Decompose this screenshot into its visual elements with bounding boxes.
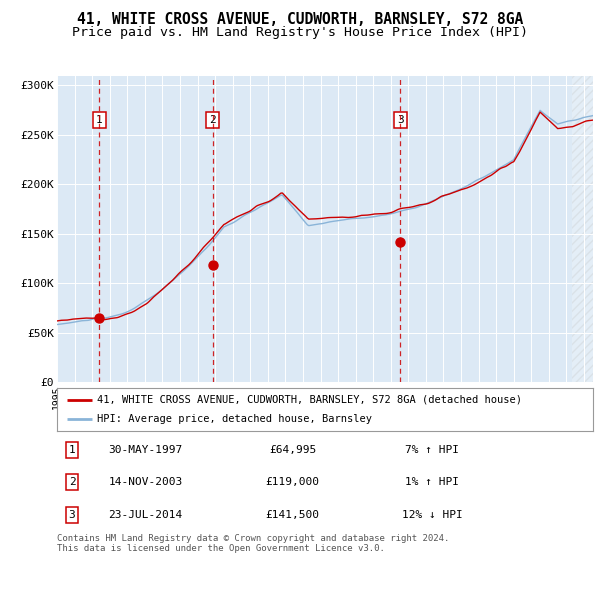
Text: £141,500: £141,500: [266, 510, 320, 520]
Text: 41, WHITE CROSS AVENUE, CUDWORTH, BARNSLEY, S72 8GA: 41, WHITE CROSS AVENUE, CUDWORTH, BARNSL…: [77, 12, 523, 27]
Text: 12% ↓ HPI: 12% ↓ HPI: [401, 510, 463, 520]
Text: 2: 2: [209, 115, 216, 125]
Text: 1: 1: [68, 445, 76, 455]
Text: 3: 3: [68, 510, 76, 520]
Text: 23-JUL-2014: 23-JUL-2014: [108, 510, 182, 520]
Text: 3: 3: [397, 115, 404, 125]
Text: HPI: Average price, detached house, Barnsley: HPI: Average price, detached house, Barn…: [97, 414, 372, 424]
Text: £119,000: £119,000: [266, 477, 320, 487]
Text: 41, WHITE CROSS AVENUE, CUDWORTH, BARNSLEY, S72 8GA (detached house): 41, WHITE CROSS AVENUE, CUDWORTH, BARNSL…: [97, 395, 522, 405]
Text: 14-NOV-2003: 14-NOV-2003: [108, 477, 182, 487]
Text: Contains HM Land Registry data © Crown copyright and database right 2024.
This d: Contains HM Land Registry data © Crown c…: [57, 534, 449, 553]
Text: 1% ↑ HPI: 1% ↑ HPI: [405, 477, 459, 487]
Text: £64,995: £64,995: [269, 445, 316, 455]
Text: 30-MAY-1997: 30-MAY-1997: [108, 445, 182, 455]
Text: 7% ↑ HPI: 7% ↑ HPI: [405, 445, 459, 455]
Text: 2: 2: [68, 477, 76, 487]
Bar: [572, 76, 593, 382]
Text: Price paid vs. HM Land Registry's House Price Index (HPI): Price paid vs. HM Land Registry's House …: [72, 26, 528, 39]
Text: 1: 1: [96, 115, 103, 125]
